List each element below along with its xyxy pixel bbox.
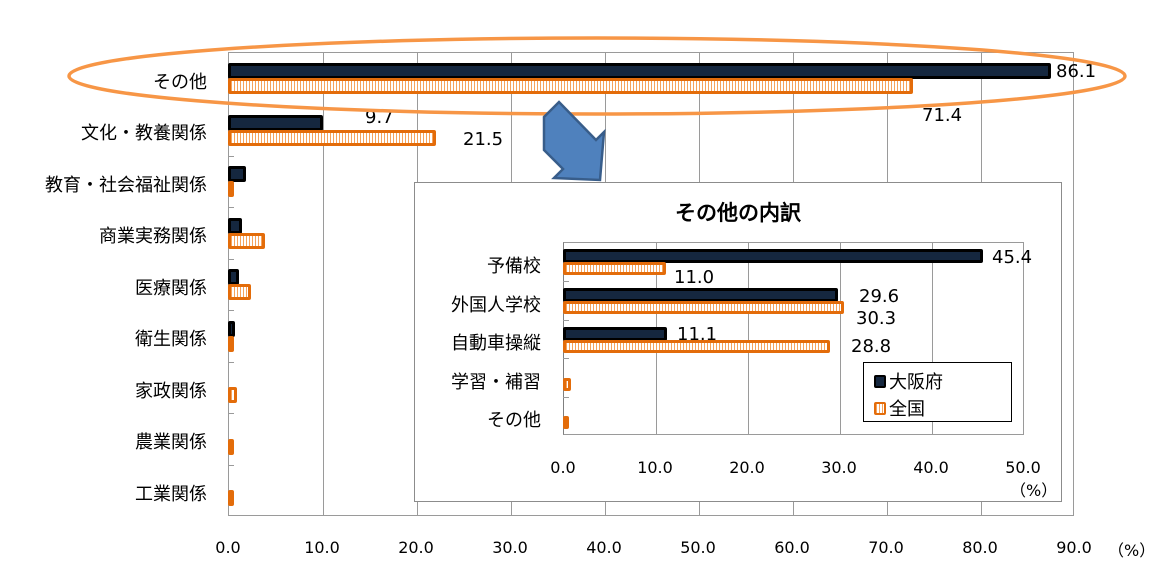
x-axis-unit: （%） — [1108, 541, 1156, 560]
bar-national-iryo — [228, 284, 251, 300]
axis-tick — [563, 281, 569, 282]
gridline — [323, 53, 324, 515]
inset-chart: その他の内訳 大阪府 全国 — [414, 182, 1062, 502]
bar-osaka-bunka — [228, 115, 323, 131]
data-label: 29.6 — [859, 286, 900, 307]
inset-x-tick-label: 30.0 — [821, 458, 857, 477]
axis-tick — [228, 362, 234, 363]
data-label: 28.8 — [851, 336, 892, 357]
axis-tick — [228, 207, 234, 208]
category-label: 工業関係 — [135, 484, 207, 505]
bar-national-shogyo — [228, 233, 265, 249]
inset-title: その他の内訳 — [675, 201, 801, 225]
category-label: 文化・教養関係 — [81, 123, 207, 144]
bar-national-sonota — [228, 78, 913, 94]
category-label: 商業実務関係 — [99, 226, 207, 247]
category-label: 教育・社会福祉関係 — [45, 175, 207, 196]
axis-tick — [228, 156, 234, 157]
main-plot-area — [228, 52, 1074, 516]
bar-national-bunka — [228, 130, 436, 146]
x-tick-label: 0.0 — [215, 538, 241, 557]
bar-national-kogyo — [228, 490, 234, 506]
category-label: 衛生関係 — [135, 329, 207, 350]
axis-tick — [228, 465, 234, 466]
axis-tick — [563, 397, 569, 398]
highlight-ellipse — [67, 36, 1127, 116]
bar-osaka-sonota — [228, 63, 1051, 79]
bar-national-nogyo — [228, 439, 234, 455]
bar-national-kasei — [228, 387, 237, 403]
gridline — [840, 243, 841, 434]
category-label: その他 — [153, 72, 207, 93]
axis-tick — [563, 358, 569, 359]
inset-category-label: 予備校 — [487, 256, 541, 277]
inset-category-label: 外国人学校 — [451, 295, 541, 316]
inset-plot-area: 大阪府 全国 — [563, 242, 1024, 435]
inset-x-tick-label: 40.0 — [913, 458, 949, 477]
bar-osaka-kyoiku — [228, 166, 246, 182]
legend-swatch-national — [874, 401, 886, 415]
category-label: 医療関係 — [135, 278, 207, 299]
data-label: 21.5 — [463, 129, 504, 150]
bar-osaka-eisei — [228, 321, 235, 337]
x-tick-label: 60.0 — [774, 538, 810, 557]
x-tick-label: 50.0 — [680, 538, 716, 557]
inset-x-tick-label: 10.0 — [637, 458, 673, 477]
bar-national-kyoiku — [228, 181, 234, 197]
inset-x-tick-label: 50.0 — [1005, 458, 1041, 477]
inset-x-tick-label: 20.0 — [729, 458, 765, 477]
bar-national-eisei — [228, 336, 234, 352]
inset-x-tick-label: 0.0 — [550, 458, 576, 477]
inset-category-label: 自動車操縦 — [451, 333, 541, 354]
gridline — [932, 243, 933, 434]
category-label: 家政関係 — [135, 381, 207, 402]
inset-bar-osaka-jidosha — [563, 327, 667, 341]
category-label: 農業関係 — [135, 432, 207, 453]
inset-category-label: 学習・補習 — [451, 372, 541, 393]
axis-tick — [563, 320, 569, 321]
arrow-icon — [542, 100, 606, 182]
data-label: 11.1 — [677, 324, 718, 345]
legend-label-osaka: 大阪府 — [889, 372, 943, 393]
x-tick-label: 90.0 — [1056, 538, 1092, 557]
inset-bar-osaka-yobiko — [563, 249, 983, 263]
inset-bar-national-sonota — [563, 416, 569, 429]
inset-bar-osaka-gaikoku — [563, 288, 838, 302]
x-tick-label: 80.0 — [962, 538, 998, 557]
legend-swatch-osaka — [874, 374, 886, 388]
data-label: 71.4 — [922, 105, 963, 126]
inset-x-axis-unit: （%） — [1010, 481, 1058, 500]
data-label: 86.1 — [1056, 61, 1097, 82]
legend-item-national: 全国 — [874, 395, 925, 421]
inset-bar-national-yobiko — [563, 262, 666, 275]
x-tick-label: 40.0 — [586, 538, 622, 557]
axis-tick — [228, 310, 234, 311]
x-tick-label: 70.0 — [868, 538, 904, 557]
legend-label-national: 全国 — [889, 399, 925, 420]
data-label: 45.4 — [992, 247, 1033, 268]
gridline — [748, 243, 749, 434]
data-label: 11.0 — [674, 267, 715, 288]
x-tick-label: 10.0 — [304, 538, 340, 557]
axis-tick — [228, 413, 234, 414]
bar-osaka-iryo — [228, 269, 239, 285]
inset-category-label: その他 — [487, 410, 541, 431]
x-tick-label: 30.0 — [492, 538, 528, 557]
x-tick-label: 20.0 — [398, 538, 434, 557]
data-label: 30.3 — [856, 308, 897, 329]
legend: 大阪府 全国 — [863, 362, 1012, 422]
legend-item-osaka: 大阪府 — [874, 368, 943, 394]
inset-bar-national-gakushu — [563, 378, 571, 391]
inset-bar-national-gaikoku — [563, 301, 844, 314]
bar-osaka-shogyo — [228, 218, 242, 234]
inset-bar-national-jidosha — [563, 340, 830, 353]
axis-tick — [228, 259, 234, 260]
